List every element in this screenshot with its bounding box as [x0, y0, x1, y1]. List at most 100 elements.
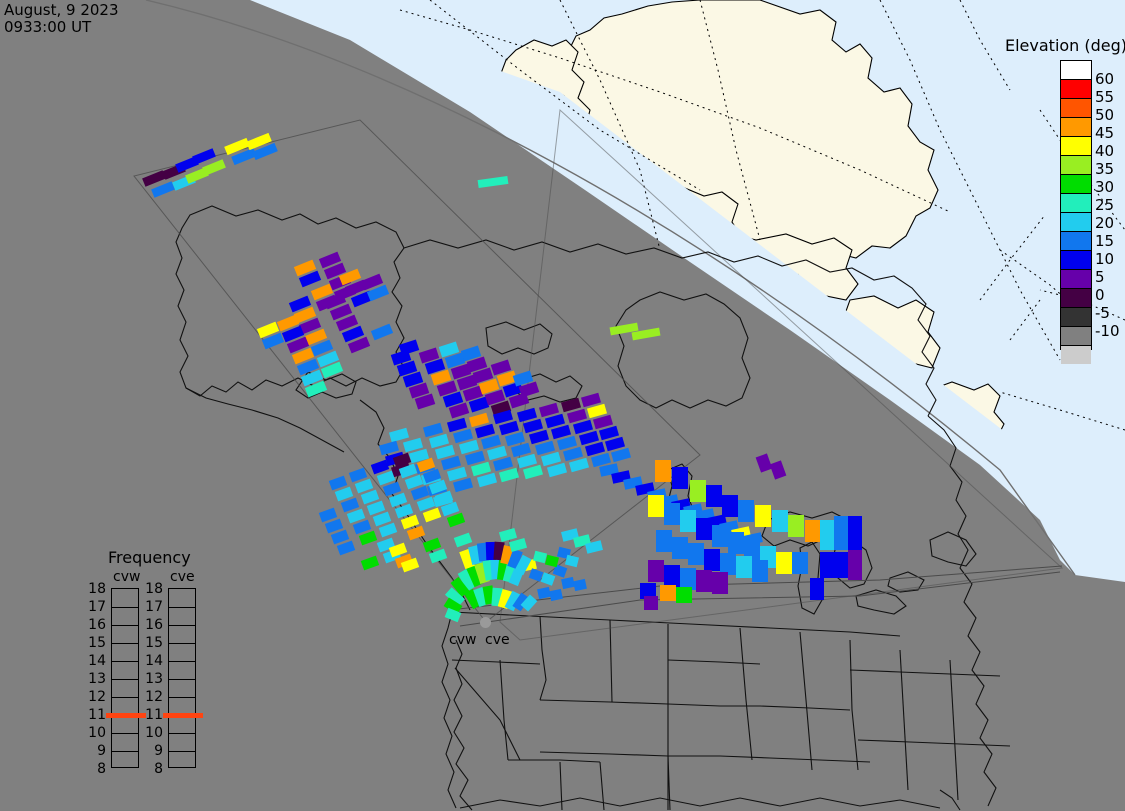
radar-echo-cell	[370, 323, 394, 341]
frequency-tick-label: 12	[145, 689, 163, 705]
elevation-swatch-13	[1061, 307, 1091, 326]
radar-echo-cell	[452, 477, 474, 493]
frequency-tick	[112, 751, 138, 752]
elevation-swatch-14	[1061, 326, 1091, 345]
radar-echo-cell	[736, 556, 752, 578]
radar-echo-cell	[680, 510, 696, 532]
radar-echo-cell	[755, 453, 773, 473]
state-border-east-h2	[857, 739, 1011, 747]
radar-echo-cell	[378, 522, 398, 538]
nova-scotia	[929, 531, 977, 567]
state-border-east-2	[899, 649, 909, 791]
state-border-east-3	[949, 659, 959, 801]
radar-echo-cell	[772, 510, 788, 532]
florida-peninsula	[939, 789, 961, 811]
frequency-tick	[112, 697, 138, 698]
frequency-tick	[112, 733, 138, 734]
state-border-id-mt	[539, 615, 547, 701]
alaska-coastline	[175, 205, 405, 397]
state-border-mid-2	[769, 757, 871, 763]
elevation-swatch-11	[1061, 269, 1091, 288]
canada-north-coast	[403, 239, 937, 417]
state-border-wy-co	[539, 751, 669, 757]
state-border-vertical-4	[799, 631, 813, 771]
state-border-east-1	[849, 639, 859, 771]
frequency-column-header-cvw: cvw	[113, 569, 141, 585]
state-border-ut-az	[508, 759, 601, 763]
elevation-swatch-10	[1061, 250, 1091, 269]
us-gulf-south	[459, 797, 941, 809]
elevation-swatch-6	[1061, 174, 1091, 193]
radar-echo-cell	[477, 175, 509, 189]
radar-echo-cell	[546, 462, 568, 478]
radar-echo-cell	[453, 532, 473, 548]
alaska-panhandle	[295, 371, 357, 399]
elevation-tick-label: 40	[1095, 142, 1115, 160]
radar-echo-cell	[664, 503, 680, 525]
radar-echo-cell	[720, 553, 736, 575]
aleutian-tail	[185, 387, 345, 453]
state-border-nv-ut	[499, 659, 509, 761]
elevation-tick-label: 45	[1095, 124, 1115, 142]
elevation-swatch-7	[1061, 193, 1091, 212]
fov-cvw	[133, 119, 701, 623]
radar-echo-cell	[585, 540, 603, 554]
radar-echo-cell	[848, 550, 862, 580]
radar-echo-cell	[508, 537, 528, 553]
radar-echo-cell	[358, 530, 378, 546]
frequency-tick	[169, 679, 195, 680]
frequency-tick-label: 9	[97, 743, 106, 759]
radar-echo-cell	[428, 548, 448, 564]
elevation-tick-label: -5	[1095, 304, 1110, 322]
radar-echo-cell	[660, 585, 676, 601]
us-west-coast	[441, 611, 457, 809]
radar-echo-cell	[644, 596, 658, 610]
radar-echo-cell	[752, 560, 768, 582]
frequency-tick-label: 15	[145, 635, 163, 651]
radar-echo-cell	[805, 520, 821, 542]
frequency-tick-label: 13	[145, 671, 163, 687]
elevation-legend: Elevation (deg) 60 55 50 45 40 35 30 25 20 15 10 5 0…	[1005, 36, 1125, 364]
radar-echo-cell	[549, 588, 563, 602]
radar-echo-cell	[406, 525, 426, 541]
radar-echo-cell	[672, 467, 688, 489]
radar-echo-cell	[664, 565, 680, 587]
state-border-east-h1	[849, 669, 1001, 677]
state-border-vertical-3	[739, 627, 753, 761]
fov-boundaries	[133, 108, 1064, 641]
state-border-mt-wy	[539, 699, 669, 705]
elevation-swatch-8	[1061, 212, 1091, 231]
radar-echo-cell	[568, 457, 590, 473]
radar-echo-cell	[776, 552, 792, 574]
elevation-swatch-5	[1061, 155, 1091, 174]
frequency-tick-label: 13	[88, 671, 106, 687]
radar-echo-cell	[696, 570, 712, 592]
elevation-swatch-0	[1061, 61, 1091, 79]
frequency-tick-label: 17	[88, 599, 106, 615]
frequency-tick	[169, 643, 195, 644]
state-border-mid-1	[759, 705, 851, 711]
radar-echo-cell	[706, 485, 722, 507]
radar-echo-cell	[834, 516, 848, 550]
radar-site-dot	[480, 617, 491, 628]
elevation-tick-label: 25	[1095, 196, 1115, 214]
frequency-tick	[112, 625, 138, 626]
radar-echo-cell	[690, 480, 706, 502]
state-border-ne-ks	[668, 755, 771, 759]
radar-echo-cell	[422, 507, 442, 523]
radar-echo-cell	[648, 495, 664, 517]
radar-echo-cell	[573, 578, 587, 592]
frequency-marker-cvw	[106, 713, 146, 718]
state-border-wa-or	[451, 659, 541, 665]
radar-echo-cell	[540, 572, 556, 586]
elevation-swatch-15	[1061, 345, 1091, 364]
radar-echo-cell	[202, 159, 226, 176]
frequency-legend: Frequency cvw cve 18 17 16 15 14 13 12 11 10 9 8 1…	[86, 548, 246, 783]
elevation-tick-label: 15	[1095, 232, 1115, 250]
radar-echo-cell	[640, 583, 656, 599]
frequency-tick	[169, 661, 195, 662]
frequency-ticks-right: 18 17 16 15 14 13 12 11 10 9 8	[143, 582, 163, 776]
radar-echo-cell	[820, 520, 834, 550]
